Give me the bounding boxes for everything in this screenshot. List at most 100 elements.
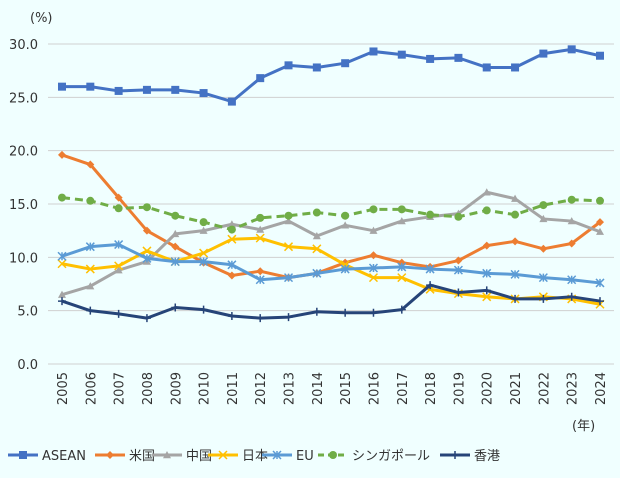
data-point <box>482 268 492 278</box>
data-point <box>114 193 123 202</box>
data-point <box>341 59 350 68</box>
x-tick-label: 2021 <box>509 372 524 405</box>
x-tick-label: 2024 <box>594 372 609 405</box>
data-point <box>171 229 180 238</box>
legend-marker <box>329 451 337 459</box>
data-point <box>369 251 378 260</box>
x-tick-label: 2019 <box>452 372 467 405</box>
data-point <box>482 63 491 72</box>
data-point <box>58 297 66 306</box>
data-point <box>567 292 576 301</box>
series-line <box>61 153 601 280</box>
x-tick-label: 2007 <box>113 372 128 405</box>
data-point <box>171 242 180 251</box>
data-point <box>454 256 463 265</box>
data-point <box>341 221 350 229</box>
y-axis-label: (%) <box>30 11 53 26</box>
data-point <box>86 196 95 205</box>
data-point <box>255 233 265 243</box>
data-point <box>85 264 95 274</box>
data-point <box>596 51 604 60</box>
data-point <box>426 210 435 219</box>
data-point <box>340 264 350 274</box>
y-tick-label: 25.0 <box>9 91 38 106</box>
data-point <box>284 217 293 225</box>
data-point <box>142 246 152 256</box>
data-point <box>312 268 322 278</box>
legend-item: 日本 <box>208 449 268 464</box>
data-point <box>227 234 237 244</box>
x-tick-label: 2022 <box>537 372 552 405</box>
data-point <box>596 218 604 227</box>
data-point <box>227 312 236 320</box>
data-point <box>397 305 406 314</box>
data-point <box>511 63 520 72</box>
legend-label: EU <box>296 449 314 464</box>
series-line <box>61 243 601 285</box>
data-point <box>284 313 293 322</box>
data-point <box>567 217 576 225</box>
x-tick-label: 2009 <box>169 372 184 405</box>
data-point <box>142 253 152 263</box>
data-point <box>567 275 577 285</box>
data-point <box>114 86 123 95</box>
x-tick-label: 2015 <box>339 372 354 405</box>
series-4 <box>57 240 605 288</box>
data-point <box>454 288 463 297</box>
x-tick-label: 2018 <box>424 372 439 405</box>
data-point <box>58 150 66 159</box>
data-point <box>511 194 520 202</box>
data-point <box>312 208 321 217</box>
data-point <box>369 205 378 214</box>
data-point <box>142 226 151 235</box>
data-point <box>57 259 67 269</box>
data-point <box>539 201 548 210</box>
x-tick-label: 2012 <box>254 372 269 405</box>
legend-item: 中国 <box>152 449 212 464</box>
data-point <box>453 265 463 275</box>
series-line <box>61 283 601 320</box>
series-2 <box>58 188 604 298</box>
data-point <box>595 278 605 288</box>
data-point <box>368 273 379 283</box>
data-point <box>397 262 407 272</box>
data-point <box>397 273 407 283</box>
series-5 <box>58 193 604 234</box>
data-point <box>199 305 208 314</box>
series-line <box>62 47 601 104</box>
legend-item: EU <box>262 449 314 464</box>
legend-item: 香港 <box>440 449 500 464</box>
data-point <box>341 211 350 220</box>
data-point <box>596 227 604 235</box>
legend-marker <box>272 450 282 460</box>
y-tick-label: 10.0 <box>9 251 38 266</box>
legend-label: シンガポール <box>352 449 430 464</box>
legend-item: シンガポール <box>318 449 430 464</box>
y-tick-label: 20.0 <box>9 145 38 160</box>
data-point <box>255 275 265 285</box>
data-point <box>114 204 123 213</box>
data-point <box>369 308 378 317</box>
data-point <box>511 294 520 303</box>
data-point <box>86 306 95 315</box>
data-point <box>397 50 406 59</box>
series-6 <box>58 281 604 323</box>
data-point <box>539 49 548 58</box>
data-point <box>454 53 463 62</box>
data-point <box>284 211 293 220</box>
x-tick-label: 2011 <box>226 372 241 405</box>
data-point <box>57 251 67 261</box>
data-point <box>283 273 294 283</box>
data-point <box>256 74 265 83</box>
series-1 <box>58 150 604 282</box>
data-point <box>482 206 491 215</box>
legend-marker <box>106 451 114 459</box>
x-tick-label: 2010 <box>198 372 213 405</box>
x-tick-label: 2023 <box>566 372 581 405</box>
data-point <box>86 160 95 169</box>
data-point <box>539 294 548 303</box>
data-point <box>256 267 265 276</box>
data-point <box>199 218 208 227</box>
data-point <box>256 225 265 233</box>
data-point <box>199 248 209 258</box>
